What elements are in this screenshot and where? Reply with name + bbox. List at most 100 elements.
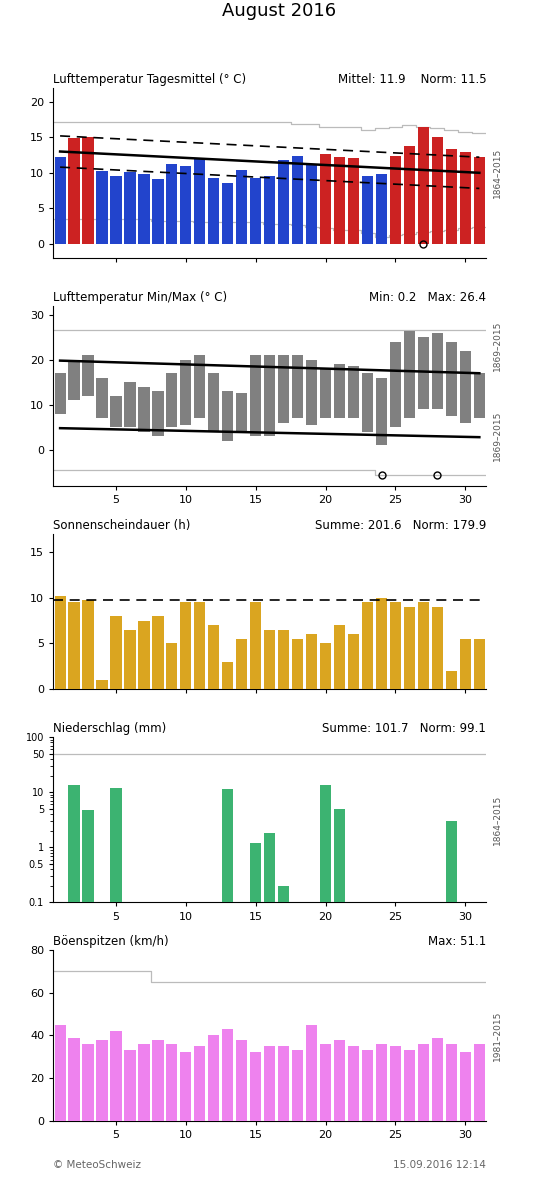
Bar [167, 1044, 178, 1120]
Bar [97, 680, 108, 689]
Bar [404, 146, 415, 244]
Text: Lufttemperatur Min/Max (° C): Lufttemperatur Min/Max (° C) [53, 291, 227, 304]
Bar [264, 630, 275, 689]
Bar [418, 127, 429, 244]
Bar [139, 174, 150, 244]
Bar [167, 643, 178, 689]
Bar [473, 638, 485, 689]
Bar [124, 172, 135, 244]
Bar [446, 148, 457, 244]
Bar [264, 356, 275, 436]
Bar [264, 176, 275, 244]
Bar [459, 638, 471, 689]
Bar [222, 1030, 234, 1120]
Bar [334, 626, 345, 689]
Bar [264, 1046, 275, 1120]
Bar [306, 1025, 318, 1120]
Bar [446, 671, 457, 689]
Bar [306, 165, 318, 244]
Bar [390, 155, 401, 244]
Bar [222, 391, 234, 441]
Text: Max: 51.1: Max: 51.1 [428, 935, 486, 948]
Bar [69, 359, 79, 401]
Bar [473, 373, 485, 418]
Bar [278, 356, 290, 423]
Text: 1869–2015: 1869–2015 [493, 410, 502, 461]
Bar [69, 785, 79, 1178]
Bar [348, 634, 359, 689]
Bar [110, 396, 121, 428]
Bar [55, 1025, 66, 1120]
Bar [110, 616, 121, 689]
Bar [432, 137, 443, 244]
Bar [264, 833, 275, 1178]
Bar [432, 332, 443, 409]
Bar [404, 1051, 415, 1120]
Bar [236, 393, 247, 432]
Bar [180, 1052, 191, 1120]
Bar [83, 138, 93, 244]
Bar [236, 170, 247, 244]
Bar [110, 788, 121, 1178]
Bar [278, 160, 290, 244]
Bar [334, 1040, 345, 1120]
Bar [69, 138, 79, 244]
Bar [362, 176, 373, 244]
Bar [459, 152, 471, 244]
Text: Summe: 201.6   Norm: 179.9: Summe: 201.6 Norm: 179.9 [315, 518, 486, 531]
Bar [180, 166, 191, 244]
Bar [194, 356, 205, 418]
Bar [320, 1044, 331, 1120]
Bar [55, 157, 66, 244]
Text: © MeteoSchweiz: © MeteoSchweiz [53, 1160, 141, 1170]
Bar [446, 342, 457, 416]
Bar [124, 630, 135, 689]
Bar [292, 1051, 303, 1120]
Text: 15.09.2016 12:14: 15.09.2016 12:14 [394, 1160, 486, 1170]
Text: 1864–2015: 1864–2015 [493, 147, 502, 198]
Bar [334, 809, 345, 1178]
Text: 1869–2015: 1869–2015 [493, 320, 502, 371]
Text: Niederschlag (mm): Niederschlag (mm) [53, 722, 167, 735]
Bar [110, 1031, 121, 1120]
Bar [376, 378, 387, 445]
Bar [222, 789, 234, 1178]
Bar [208, 1035, 219, 1120]
Bar [334, 157, 345, 244]
Bar [83, 356, 93, 396]
Bar [390, 342, 401, 428]
Bar [390, 1046, 401, 1120]
Bar [208, 178, 219, 244]
Bar [83, 601, 93, 689]
Text: Sonnenscheindauer (h): Sonnenscheindauer (h) [53, 518, 191, 531]
Bar [208, 373, 219, 432]
Bar [180, 602, 191, 689]
Bar [180, 359, 191, 425]
Bar [362, 1051, 373, 1120]
Bar [236, 638, 247, 689]
Bar [167, 164, 178, 244]
Bar [390, 602, 401, 689]
Bar [446, 821, 457, 1178]
Bar [83, 1044, 93, 1120]
Bar [348, 158, 359, 244]
Bar [473, 1044, 485, 1120]
Bar [348, 366, 359, 418]
Bar [459, 1052, 471, 1120]
Bar [97, 378, 108, 418]
Bar [222, 662, 234, 689]
Bar [404, 331, 415, 418]
Bar [418, 602, 429, 689]
Bar [334, 364, 345, 418]
Bar [167, 373, 178, 428]
Bar [124, 382, 135, 428]
Bar [320, 785, 331, 1178]
Bar [404, 607, 415, 689]
Bar [278, 1046, 290, 1120]
Bar [348, 1046, 359, 1120]
Bar [194, 159, 205, 244]
Bar [250, 356, 261, 436]
Bar [139, 1044, 150, 1120]
Text: August 2016: August 2016 [222, 2, 337, 20]
Bar [418, 337, 429, 409]
